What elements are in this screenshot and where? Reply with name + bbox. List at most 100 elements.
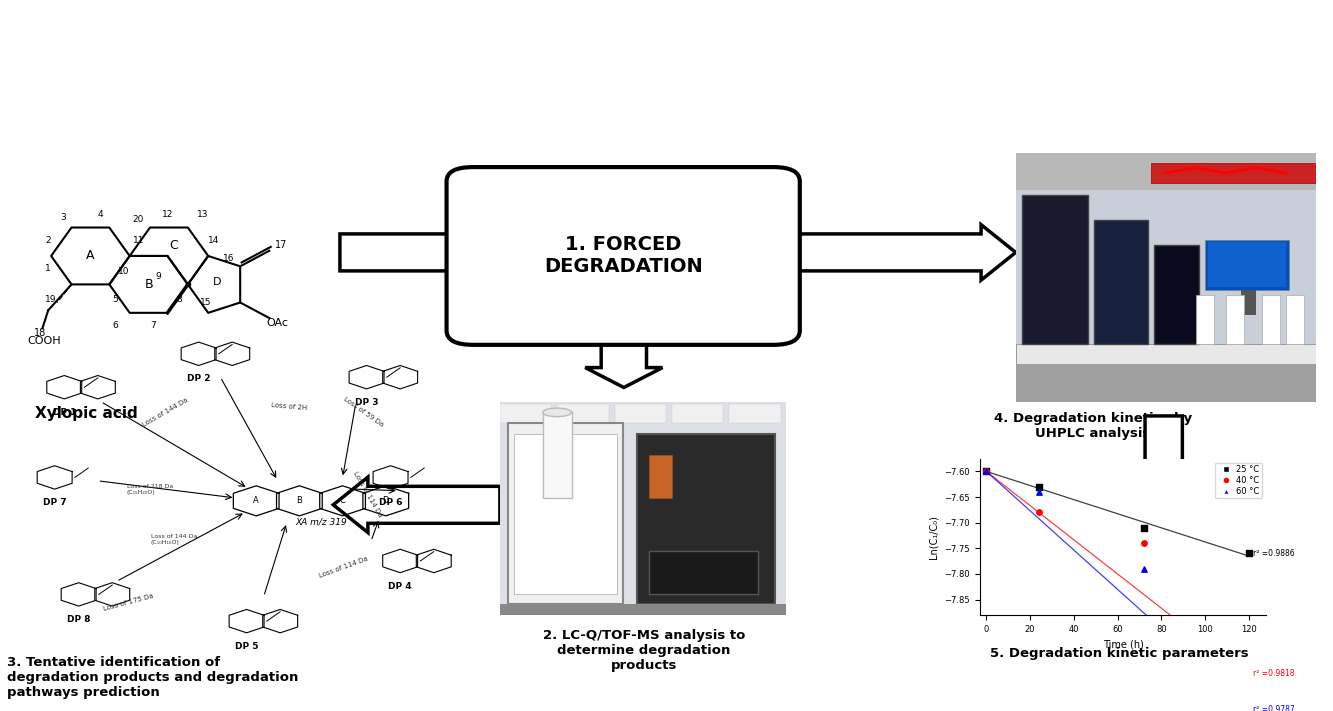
Point	[1238, 676, 1260, 688]
Text: 11: 11	[133, 236, 144, 245]
Text: 8: 8	[176, 295, 183, 304]
FancyArrow shape	[473, 225, 1016, 280]
Bar	[1022, 195, 1088, 344]
Text: 18: 18	[33, 328, 45, 338]
Point	[976, 466, 997, 477]
FancyArrow shape	[585, 331, 663, 387]
FancyArrow shape	[340, 225, 773, 280]
Text: 17: 17	[275, 240, 288, 250]
FancyArrow shape	[333, 477, 500, 533]
Text: r² =0.9886: r² =0.9886	[1253, 549, 1294, 558]
Legend: 25 °C, 40 °C, 60 °C: 25 °C, 40 °C, 60 °C	[1214, 463, 1262, 498]
Bar	[637, 434, 774, 604]
Text: 1: 1	[45, 264, 51, 274]
Bar	[649, 551, 757, 594]
X-axis label: Time (h): Time (h)	[1102, 639, 1144, 649]
Text: 7: 7	[151, 321, 156, 331]
Bar	[1196, 294, 1214, 344]
Bar	[672, 404, 724, 423]
Point	[1133, 538, 1154, 549]
Text: Loss of 218 Da
(C₁₅H₂₀O): Loss of 218 Da (C₁₅H₂₀O)	[127, 484, 173, 495]
Bar	[1285, 294, 1304, 344]
Text: 20: 20	[133, 215, 144, 224]
Text: 9: 9	[156, 272, 161, 281]
Point	[1028, 486, 1049, 498]
Text: r² =0.9818: r² =0.9818	[1253, 670, 1294, 678]
Text: DP 5: DP 5	[235, 642, 259, 651]
Point	[976, 466, 997, 477]
Text: 13: 13	[197, 210, 208, 219]
Text: 2: 2	[45, 236, 51, 245]
Text: OAc: OAc	[267, 318, 288, 328]
Text: Loss of 144 Da: Loss of 144 Da	[141, 397, 189, 428]
Text: 4. Degradation kinetics by
UHPLC analysis: 4. Degradation kinetics by UHPLC analysi…	[994, 412, 1192, 440]
Bar	[1016, 153, 1316, 190]
Text: A: A	[87, 250, 95, 262]
Text: 14: 14	[208, 236, 220, 245]
Text: D: D	[213, 277, 221, 287]
Bar	[1153, 245, 1198, 344]
Text: 10: 10	[119, 267, 129, 276]
Text: DP 6: DP 6	[379, 498, 403, 507]
Text: Loss of 144 Da
(C₁₀H₁₆O): Loss of 144 Da (C₁₀H₁₆O)	[151, 535, 197, 545]
Text: DP 3: DP 3	[355, 397, 379, 407]
Bar	[1241, 290, 1256, 314]
Text: DP 2: DP 2	[187, 375, 211, 383]
Bar	[729, 404, 781, 423]
Bar	[500, 604, 786, 615]
Bar	[1150, 163, 1316, 183]
Bar	[557, 404, 609, 423]
Text: B: B	[296, 496, 303, 506]
Text: 3: 3	[60, 213, 65, 222]
Text: DP 8: DP 8	[67, 615, 91, 624]
Text: 15: 15	[200, 298, 211, 307]
Point	[1238, 707, 1260, 711]
Text: 2. LC-Q/TOF-MS analysis to
determine degradation
products: 2. LC-Q/TOF-MS analysis to determine deg…	[543, 629, 745, 672]
Text: 3. Tentative identification of
degradation products and degradation
pathways pre: 3. Tentative identification of degradati…	[7, 656, 299, 698]
FancyBboxPatch shape	[447, 167, 800, 345]
Point	[1238, 547, 1260, 559]
Text: 5: 5	[112, 295, 119, 304]
Text: 12: 12	[161, 210, 173, 219]
Bar	[1205, 240, 1289, 290]
Bar	[1093, 220, 1148, 344]
Text: C: C	[340, 496, 345, 506]
Text: D: D	[383, 496, 389, 506]
Text: B: B	[144, 278, 153, 291]
Point	[1028, 507, 1049, 518]
Text: DP 4: DP 4	[388, 582, 412, 591]
Text: Loss of 175 Da: Loss of 175 Da	[103, 593, 155, 612]
Text: 1. FORCED
DEGRADATION: 1. FORCED DEGRADATION	[544, 235, 702, 277]
Text: A: A	[253, 496, 259, 506]
Text: 4: 4	[97, 210, 104, 219]
Bar	[1208, 242, 1285, 287]
Text: XA m/z 319: XA m/z 319	[295, 517, 347, 526]
Text: Loss of 114 Da: Loss of 114 Da	[352, 471, 383, 518]
Bar	[1226, 294, 1244, 344]
Text: r² =0.9787: r² =0.9787	[1253, 705, 1294, 711]
Text: DP 1: DP 1	[52, 408, 76, 417]
Ellipse shape	[543, 408, 572, 417]
Bar	[1016, 364, 1316, 402]
Bar	[615, 404, 666, 423]
Text: DP 7: DP 7	[43, 498, 67, 507]
Text: C: C	[169, 239, 177, 252]
Text: Loss of 114 Da: Loss of 114 Da	[319, 555, 369, 579]
Bar	[508, 423, 623, 604]
Bar	[1262, 294, 1280, 344]
Text: 6: 6	[112, 321, 119, 331]
Bar	[515, 434, 617, 594]
FancyArrow shape	[1130, 416, 1197, 483]
Y-axis label: Ln(C₁/C₀): Ln(C₁/C₀)	[929, 515, 938, 559]
Text: Loss of 2H: Loss of 2H	[271, 402, 307, 412]
Point	[1133, 522, 1154, 533]
Bar	[649, 455, 672, 498]
Point	[976, 466, 997, 477]
Bar	[1016, 344, 1316, 364]
Text: 19: 19	[45, 295, 57, 304]
Text: 5. Degradation kinetic parameters: 5. Degradation kinetic parameters	[990, 647, 1249, 660]
Point	[1028, 481, 1049, 493]
Text: Loss of 59 Da: Loss of 59 Da	[343, 396, 385, 428]
Bar	[500, 404, 552, 423]
Bar	[543, 412, 572, 498]
